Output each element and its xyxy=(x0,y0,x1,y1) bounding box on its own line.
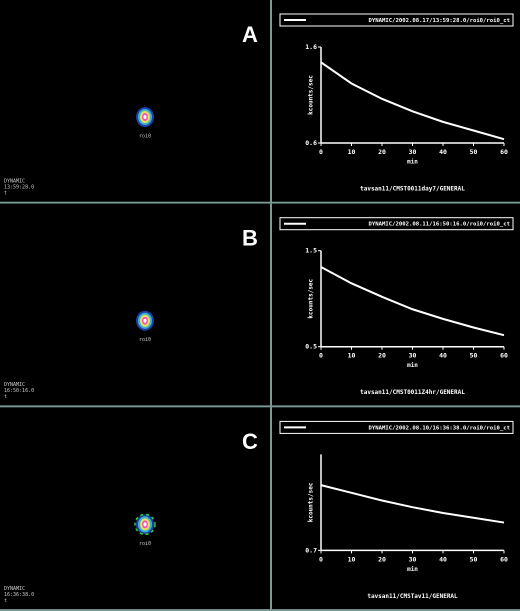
roi-blob xyxy=(144,115,147,119)
x-tick-label: 10 xyxy=(348,555,356,563)
chart-footer: tavsan11/CMSTav11/GENERAL xyxy=(367,593,458,600)
x-tick-label: 20 xyxy=(378,555,386,563)
separator xyxy=(270,204,272,408)
separator xyxy=(0,202,520,204)
x-tick-label: 10 xyxy=(348,352,356,360)
y-axis-label: kcounts/sec xyxy=(308,482,315,522)
y-tick-label: 1.5 xyxy=(305,247,317,255)
x-tick-label: 0 xyxy=(319,148,323,156)
roi-label: roi0 xyxy=(139,541,151,547)
x-tick-label: 60 xyxy=(500,148,508,156)
x-tick-label: 10 xyxy=(348,148,356,156)
x-axis-label: min xyxy=(407,159,418,166)
x-tick-label: 40 xyxy=(439,352,447,360)
image-frame: t xyxy=(4,598,7,604)
y-tick-label: 0.7 xyxy=(305,546,317,554)
image-frame: t xyxy=(4,394,7,400)
x-tick-label: 50 xyxy=(470,148,478,156)
roi-blob xyxy=(144,319,147,323)
roi-label: roi0 xyxy=(139,337,151,343)
image-panel xyxy=(0,0,270,202)
panel-label: B xyxy=(242,226,258,251)
separator xyxy=(270,0,272,204)
x-tick-label: 20 xyxy=(378,352,386,360)
image-time: 16:36:38.0 xyxy=(4,592,34,598)
x-tick-label: 40 xyxy=(439,148,447,156)
image-time: 16:50:16.0 xyxy=(4,388,34,394)
image-panel xyxy=(0,204,270,406)
y-axis-label: kcounts/sec xyxy=(308,278,315,318)
x-tick-label: 20 xyxy=(378,148,386,156)
x-tick-label: 0 xyxy=(319,352,323,360)
roi-label: roi0 xyxy=(139,134,151,140)
legend-text: DYNAMIC/2002.08.17/13:59:28.0/roi0/roi0_… xyxy=(369,18,510,24)
x-tick-label: 0 xyxy=(319,555,323,563)
y-axis-label: kcounts/sec xyxy=(308,75,315,115)
separator xyxy=(0,405,520,407)
x-tick-label: 40 xyxy=(439,555,447,563)
x-tick-label: 30 xyxy=(409,352,417,360)
x-tick-label: 50 xyxy=(470,352,478,360)
x-tick-label: 60 xyxy=(500,555,508,563)
chart-footer: tavsan11/CMST0011Z4hr/GENERAL xyxy=(360,389,465,396)
separator xyxy=(270,407,272,611)
chart-footer: tavsan11/CMST0011day7/GENERAL xyxy=(360,186,465,193)
x-axis-label: min xyxy=(407,566,418,573)
image-panel xyxy=(0,407,270,609)
x-tick-label: 30 xyxy=(409,148,417,156)
y-tick-label: 0.5 xyxy=(305,343,317,351)
legend-text: DYNAMIC/2002.08.10/16:36:38.0/roi0/roi0_… xyxy=(369,425,510,431)
legend-text: DYNAMIC/2002.08.11/16:50:16.0/roi0/roi0_… xyxy=(369,222,510,228)
figure: Aroi0DYNAMIC13:59:28.0tDYNAMIC/2002.08.1… xyxy=(0,0,520,611)
image-time: 13:59:28.0 xyxy=(4,185,34,191)
y-tick-label: 0.6 xyxy=(305,139,317,147)
x-tick-label: 30 xyxy=(409,555,417,563)
panel-label: A xyxy=(242,22,258,47)
page: {"chart_data": [ {"type": "line", "panel… xyxy=(0,0,520,611)
x-axis-label: min xyxy=(407,362,418,369)
image-frame: t xyxy=(4,191,7,197)
x-tick-label: 50 xyxy=(470,555,478,563)
x-tick-label: 60 xyxy=(500,352,508,360)
roi-blob xyxy=(144,522,147,526)
y-tick-label: 1.6 xyxy=(305,43,317,51)
panel-label: C xyxy=(242,429,258,454)
